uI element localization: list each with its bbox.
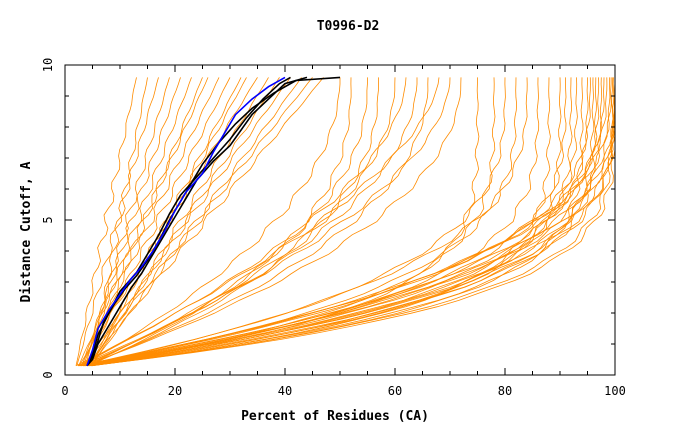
model-curve bbox=[76, 77, 159, 366]
model-curve bbox=[81, 77, 341, 367]
model-curve bbox=[83, 77, 589, 367]
model-curve bbox=[84, 77, 170, 366]
model-curve bbox=[85, 77, 578, 367]
model-curve bbox=[85, 77, 540, 367]
model-curve bbox=[82, 77, 313, 366]
x-tick-label: 0 bbox=[61, 384, 68, 398]
model-curve bbox=[80, 77, 506, 367]
x-axis-label: Percent of Residues (CA) bbox=[241, 409, 429, 424]
model-curve bbox=[89, 77, 614, 367]
model-curve bbox=[77, 77, 608, 367]
model-curve bbox=[77, 77, 612, 367]
model-curve bbox=[84, 77, 603, 367]
model-curves-group bbox=[75, 77, 616, 367]
model-curve bbox=[78, 77, 451, 367]
model-curve bbox=[79, 77, 528, 367]
model-curve bbox=[91, 77, 242, 366]
model-curve bbox=[82, 77, 462, 367]
model-curve bbox=[85, 77, 368, 367]
y-tick-label: 0 bbox=[41, 371, 55, 378]
model-curve bbox=[78, 77, 209, 366]
model-curve bbox=[75, 77, 440, 367]
model-curve bbox=[85, 77, 615, 367]
model-curve bbox=[81, 77, 181, 366]
x-tick-label: 80 bbox=[498, 384, 512, 398]
x-tick-label: 20 bbox=[168, 384, 182, 398]
model-curve bbox=[86, 77, 380, 367]
model-curve bbox=[88, 77, 352, 367]
y-tick-label: 10 bbox=[41, 58, 55, 72]
model-curve bbox=[82, 77, 291, 366]
model-curve bbox=[84, 77, 429, 367]
axes-group: 0 20 40 60 80 100 0 5 10 bbox=[41, 58, 626, 398]
model-curve bbox=[75, 77, 137, 366]
model-curve bbox=[83, 77, 192, 366]
y-tick-label: 5 bbox=[41, 216, 55, 223]
model-curve bbox=[82, 77, 518, 367]
model-curve bbox=[92, 77, 269, 366]
highlight-curve-black bbox=[86, 76, 291, 367]
model-curve bbox=[89, 77, 598, 367]
highlight-curve-black bbox=[86, 76, 308, 367]
model-curve bbox=[87, 77, 496, 367]
model-curve bbox=[81, 77, 418, 367]
y-axis-label: Distance Cutoff, A bbox=[19, 161, 34, 302]
x-tick-label: 40 bbox=[278, 384, 292, 398]
model-curve bbox=[91, 77, 562, 367]
model-curve bbox=[78, 77, 258, 366]
model-curve bbox=[79, 77, 616, 367]
model-curve bbox=[87, 77, 595, 367]
x-tick-label: 60 bbox=[388, 384, 402, 398]
model-curve bbox=[86, 77, 324, 366]
x-tick-label: 100 bbox=[604, 384, 626, 398]
highlight-curves-group bbox=[86, 76, 341, 367]
highlight-curve-blue bbox=[86, 76, 286, 366]
model-curve bbox=[81, 77, 616, 367]
model-curve bbox=[79, 77, 591, 367]
chart-title: T0996-D2 bbox=[317, 19, 380, 34]
